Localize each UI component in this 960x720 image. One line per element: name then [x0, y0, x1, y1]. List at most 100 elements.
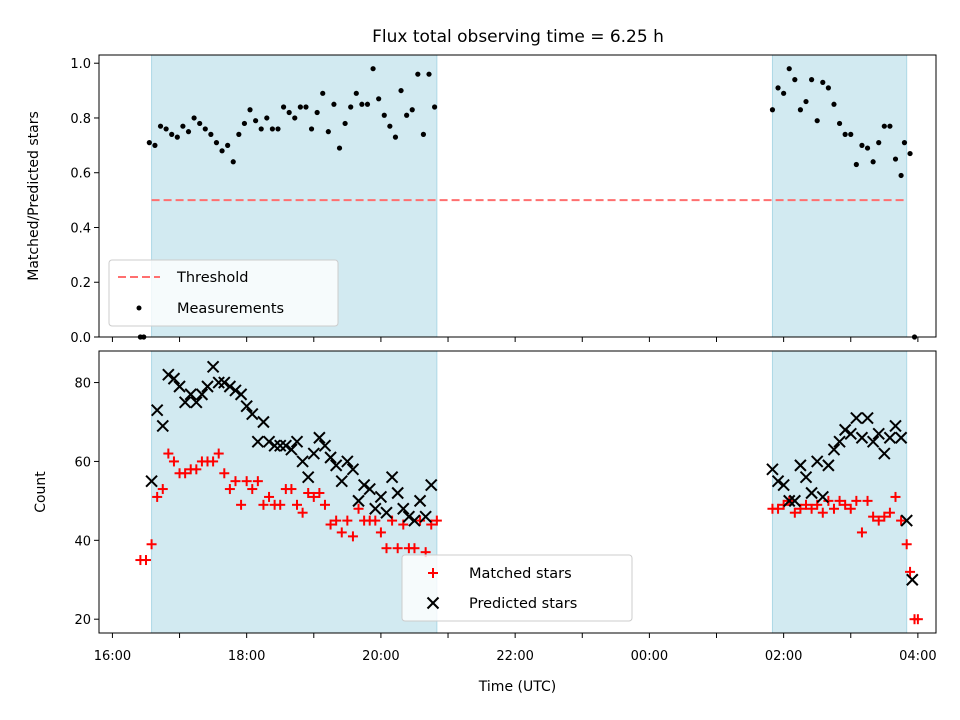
y-tick-label: 20	[74, 613, 91, 628]
predicted-star-point	[257, 415, 270, 429]
measurement-point	[320, 90, 326, 96]
x-stroke	[307, 447, 320, 460]
matched-star-point	[236, 499, 247, 510]
measurement-point	[775, 85, 781, 91]
predicted-star-point	[363, 482, 376, 496]
matched-star-point	[834, 495, 845, 506]
observing-window-band	[151, 350, 438, 634]
x-stroke	[324, 451, 337, 464]
x-stroke	[850, 411, 863, 425]
y-tick-label: 40	[74, 534, 91, 549]
measurement-point	[392, 134, 399, 140]
matched-star-point	[331, 515, 342, 526]
predicted-star-point	[307, 447, 320, 460]
matched-star-point	[409, 543, 420, 554]
x-stroke	[408, 514, 421, 527]
measurement-point	[792, 77, 798, 83]
count-legend: Matched stars Predicted stars	[401, 554, 633, 622]
x-stroke	[290, 435, 304, 448]
measurement-point	[870, 159, 876, 165]
matched-star-point	[146, 539, 157, 550]
measurement-point	[898, 172, 904, 179]
measurement-point	[848, 131, 854, 137]
x-stroke	[352, 494, 365, 508]
predicted-star-point	[324, 451, 337, 464]
measurement-point	[230, 159, 236, 165]
x-stroke	[833, 435, 846, 448]
matched-star-point	[851, 495, 862, 506]
count-panel: 20 40 60 80 16:00 18:00 20:00 22:00 00:00 02:00 0…	[33, 350, 937, 695]
matched-star-point	[292, 499, 303, 510]
y-tick-label: 80	[74, 377, 91, 392]
measurement-point	[398, 87, 404, 94]
predicted-star-point	[425, 478, 438, 492]
time-x-axis: 16:00 18:00 20:00 22:00 00:00 02:00 04:00	[94, 633, 937, 664]
ratio-panel-frame	[98, 54, 937, 338]
predicted-star-point	[357, 478, 371, 492]
measurement-point	[859, 142, 865, 148]
matched-star-point	[325, 519, 336, 530]
measurement-point	[292, 115, 298, 121]
x-axis-label: Time (UTC)	[478, 679, 556, 695]
x-stroke	[229, 384, 242, 397]
measurement-point	[264, 115, 270, 121]
x-stroke	[178, 396, 192, 409]
matched-star-point	[258, 499, 269, 510]
measurement-point	[892, 156, 899, 162]
x-stroke	[402, 510, 416, 523]
predicted-star-point	[262, 435, 276, 448]
y-tick-label: 0.0	[70, 331, 91, 346]
matched-star-point	[286, 484, 297, 495]
measurement-point	[381, 112, 387, 118]
matched-star-point	[140, 555, 151, 566]
measurement-point	[208, 131, 214, 137]
x-tick-label: 16:00	[94, 649, 131, 664]
measurement-point	[814, 118, 820, 124]
x-stroke	[234, 388, 248, 401]
x-stroke	[218, 376, 231, 389]
x-stroke	[419, 510, 432, 523]
matched-star-point	[180, 468, 191, 479]
x-stroke	[246, 407, 259, 421]
measurement-point	[786, 66, 792, 72]
predicted-star-point	[285, 443, 298, 456]
x-tick-label: 18:00	[228, 649, 265, 664]
legend-plus-marker	[428, 568, 438, 578]
x-stroke	[783, 494, 796, 508]
measurement-point	[163, 126, 169, 132]
x-stroke	[279, 439, 293, 452]
measurement-point	[197, 120, 203, 127]
x-stroke	[195, 388, 209, 401]
count-legend-box	[401, 554, 633, 622]
legend-measurements-swatch	[136, 305, 142, 311]
measurement-point	[359, 101, 365, 107]
predicted-star-point	[402, 510, 416, 523]
matched-star-point	[868, 511, 879, 522]
matched-star-point	[912, 614, 923, 625]
predicted-star-point	[240, 400, 253, 413]
x-stroke	[872, 427, 885, 441]
x-stroke	[844, 427, 857, 441]
measurement-point	[236, 131, 242, 137]
x-stroke	[285, 443, 298, 456]
matched-star-point	[264, 491, 275, 502]
predicted-star-point	[156, 419, 169, 433]
predicted-star-point	[822, 459, 835, 472]
measurement-point	[180, 123, 186, 129]
predicted-star-point	[374, 490, 388, 504]
predicted-star-point	[212, 376, 225, 389]
matched-star-point	[347, 531, 358, 542]
predicted-star-point	[268, 439, 281, 452]
predicted-star-point	[274, 439, 287, 452]
predicted-star-point	[195, 388, 209, 401]
matched-star-point	[241, 476, 252, 487]
predicted-star-point	[408, 514, 421, 527]
x-stroke	[878, 447, 891, 460]
predicted-star-point	[788, 494, 802, 508]
x-stroke	[346, 463, 360, 476]
measurement-point	[308, 126, 315, 132]
measurement-point	[364, 101, 371, 107]
matched-star-point	[191, 464, 202, 475]
x-stroke	[145, 474, 158, 488]
matched-star-point	[789, 507, 800, 518]
